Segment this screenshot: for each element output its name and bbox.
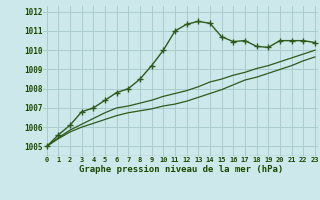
X-axis label: Graphe pression niveau de la mer (hPa): Graphe pression niveau de la mer (hPa) — [79, 165, 283, 174]
